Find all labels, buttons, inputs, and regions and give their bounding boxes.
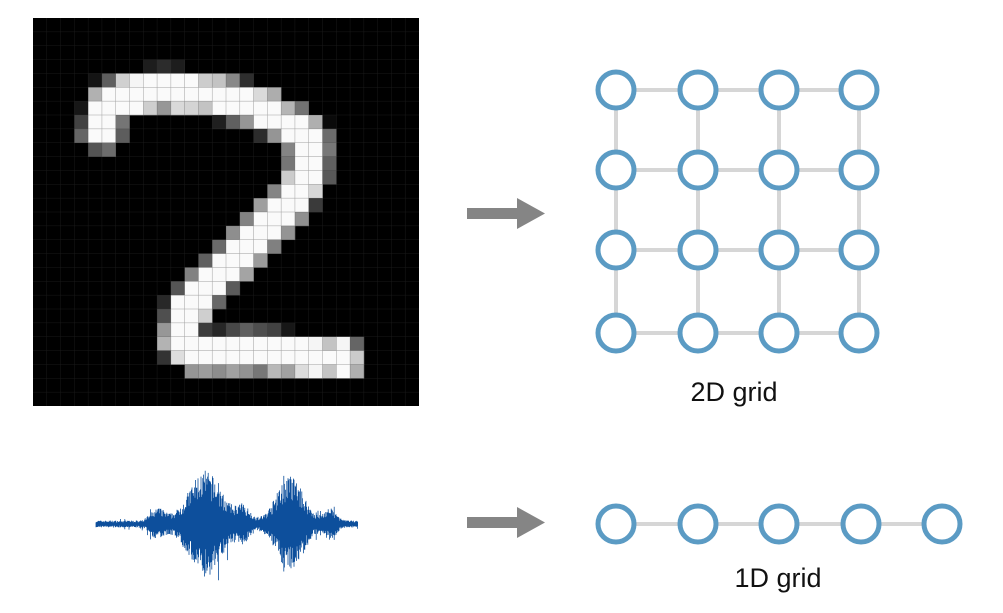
grid-node [838, 149, 880, 191]
grid-node [677, 149, 719, 191]
grid-node [838, 69, 880, 111]
grid-node [838, 229, 880, 271]
grid-node [758, 312, 800, 354]
1d-grid-caption: 1D grid [734, 563, 821, 593]
audio-waveform-icon [95, 470, 358, 581]
grid-node [758, 229, 800, 271]
grid-node [840, 503, 882, 545]
grid-node [758, 503, 800, 545]
right-arrow-icon [467, 507, 545, 538]
grid-node [595, 312, 637, 354]
grid-node [595, 149, 637, 191]
grid-node [595, 229, 637, 271]
grid-node [677, 312, 719, 354]
handwritten-digit-2-image [33, 18, 419, 406]
grid-node [595, 69, 637, 111]
1d-grid-graph [595, 503, 963, 545]
grid-node [838, 312, 880, 354]
grid-node [677, 69, 719, 111]
grid-node [677, 229, 719, 271]
grid-node [677, 503, 719, 545]
grid-node [595, 503, 637, 545]
grid-node [758, 69, 800, 111]
2d-grid-caption: 2D grid [690, 377, 777, 407]
2d-grid-graph [595, 69, 880, 354]
right-arrow-icon [467, 198, 545, 229]
grid-node [921, 503, 963, 545]
grid-node [758, 149, 800, 191]
